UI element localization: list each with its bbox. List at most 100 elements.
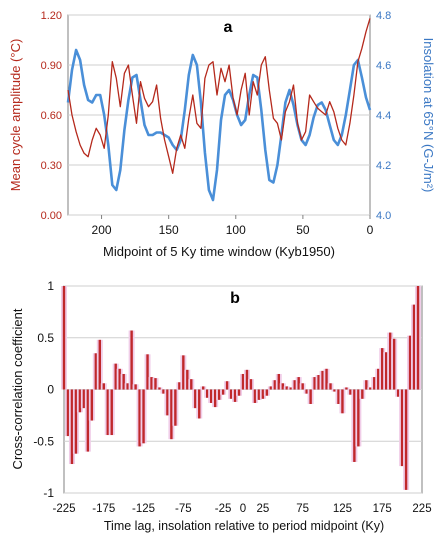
correlation-bar [70, 389, 74, 465]
correlation-bar [106, 389, 109, 436]
panel-b-y-tick-label: -0.5 [33, 434, 54, 448]
correlation-bar [174, 389, 177, 426]
correlation-bar [373, 377, 376, 390]
correlation-bar [186, 369, 189, 390]
correlation-bar [194, 389, 197, 409]
correlation-bar [293, 380, 296, 390]
correlation-bar [110, 389, 113, 436]
correlation-bar [285, 386, 288, 390]
correlation-bar [114, 363, 117, 390]
amplitude-series-line [67, 18, 371, 174]
correlation-bar [66, 389, 70, 437]
correlation-bar [365, 380, 368, 390]
panel-b-x-tick-label: -25 [215, 503, 232, 515]
correlation-bar [301, 383, 304, 390]
correlation-bar [309, 389, 312, 404]
correlation-bar [408, 335, 412, 390]
correlation-bar [321, 370, 324, 390]
correlation-bar [245, 369, 249, 390]
panel-a-left-axis-title: Mean cycle amplitude (°C) [8, 39, 23, 192]
panel-a-right-tick-label: 4.8 [376, 10, 391, 22]
correlation-bar [62, 286, 66, 390]
correlation-bar [213, 389, 217, 408]
correlation-bar [198, 389, 201, 419]
panel-a-left-tick-label: 0.60 [41, 110, 62, 122]
correlation-bar [404, 389, 408, 490]
panel-b-x-axis-title: Time lag, insolation relative to period … [104, 519, 384, 533]
panel-a-right-tick-label: 4.2 [376, 160, 391, 172]
panel-b-y-tick-label: 0 [47, 383, 54, 397]
correlation-bar [98, 339, 101, 390]
correlation-bar [257, 389, 261, 400]
correlation-bar [400, 389, 404, 467]
panel-a-x-tick-label: 100 [226, 223, 246, 237]
panel-a-left-tick-label: 1.20 [41, 10, 62, 22]
correlation-bar [273, 380, 277, 390]
correlation-bar [416, 286, 420, 390]
panel-b-bar-chart: 1 0.5 0 -0.5 -1 -225 -175 -125 -75 -25 0 25 75 125 175… [10, 279, 432, 533]
correlation-bar [138, 389, 141, 447]
panel-a-label: a [224, 19, 233, 36]
panel-b-x-tick-label: 0 [240, 503, 246, 515]
correlation-bar [126, 383, 129, 390]
panel-b-x-tick-label: -125 [132, 503, 155, 515]
panel-a-x-axis-title: Midpoint of 5 Ky time window (Kyb1950) [103, 244, 335, 259]
correlation-bar [146, 354, 149, 390]
correlation-bar [385, 352, 388, 390]
panel-b-y-tick-label: 1 [47, 279, 54, 293]
panel-b-x-tick-label: 25 [256, 503, 269, 515]
panel-a-right-tick-label: 4.4 [376, 110, 391, 122]
panel-a-left-tick-label: 0.00 [41, 210, 62, 222]
correlation-bar [178, 382, 181, 390]
panel-b-y-axis-title: Cross-correlation coefficient [10, 308, 25, 469]
panel-b-x-tick-label: 225 [412, 503, 431, 515]
correlation-bar [317, 375, 320, 390]
correlation-bar [241, 373, 245, 390]
correlation-bar [325, 368, 328, 390]
correlation-bar [289, 387, 292, 390]
correlation-bar [237, 389, 241, 396]
correlation-bar [329, 383, 332, 390]
correlation-bar [396, 389, 400, 397]
correlation-bar [377, 368, 380, 390]
correlation-bar [158, 387, 161, 390]
correlation-bar [94, 353, 98, 390]
correlation-bar [154, 378, 157, 390]
correlation-bar [249, 379, 253, 390]
panel-b-x-tick-label: 175 [373, 503, 392, 515]
correlation-bar [142, 389, 145, 444]
correlation-bar [221, 389, 225, 395]
correlation-bar [90, 389, 94, 421]
correlation-bar [206, 389, 209, 398]
panel-a-line-chart: 0.00 0.30 0.60 0.90 1.20 4.0 4.2 4.4 4.6 4.8 200 15… [8, 10, 436, 259]
correlation-bar [341, 389, 344, 414]
correlation-bar [182, 355, 185, 390]
correlation-bar [357, 389, 360, 447]
panel-b-y-tick-label: -1 [43, 486, 54, 500]
panel-a-series [66, 18, 372, 202]
correlation-bar [361, 389, 364, 399]
panel-a-x-tick-label: 200 [92, 223, 112, 237]
correlation-bar [277, 373, 280, 390]
panel-a-tick-labels: 0.00 0.30 0.60 0.90 1.20 4.0 4.2 4.4 4.6 4.8 200 15… [41, 10, 392, 237]
correlation-bar [392, 338, 396, 390]
correlation-bar [202, 386, 205, 390]
panel-a-left-tick-label: 0.90 [41, 60, 62, 72]
correlation-bar [297, 377, 300, 390]
correlation-bar [150, 377, 153, 390]
panel-b-x-tick-label: -175 [92, 503, 115, 515]
correlation-bar [369, 387, 372, 390]
correlation-bar [269, 386, 273, 390]
correlation-bar [313, 377, 316, 390]
panel-a-right-tick-label: 4.0 [376, 210, 391, 222]
correlation-bar [412, 304, 416, 390]
panel-a-gridlines [68, 14, 370, 216]
correlation-bar [261, 389, 265, 399]
panel-b-x-tick-label: 75 [296, 503, 309, 515]
correlation-bar [162, 389, 165, 394]
correlation-bar [134, 384, 137, 390]
correlation-bar [349, 389, 352, 395]
correlation-bar [233, 389, 237, 402]
correlation-bar [281, 383, 284, 390]
